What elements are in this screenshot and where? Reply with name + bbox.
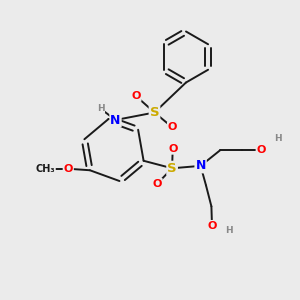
Text: H: H: [274, 134, 281, 143]
Text: N: N: [110, 113, 121, 127]
Text: O: O: [152, 179, 162, 189]
Text: S: S: [150, 106, 159, 119]
Text: O: O: [207, 221, 217, 231]
Text: CH₃: CH₃: [35, 164, 55, 174]
Text: O: O: [168, 122, 177, 133]
Text: S: S: [167, 162, 177, 175]
Text: O: O: [256, 145, 266, 155]
Text: O: O: [64, 164, 73, 174]
Text: O: O: [168, 144, 177, 154]
Text: H: H: [225, 226, 232, 235]
Text: O: O: [131, 91, 141, 101]
Text: H: H: [97, 104, 104, 113]
Text: N: N: [195, 159, 206, 172]
